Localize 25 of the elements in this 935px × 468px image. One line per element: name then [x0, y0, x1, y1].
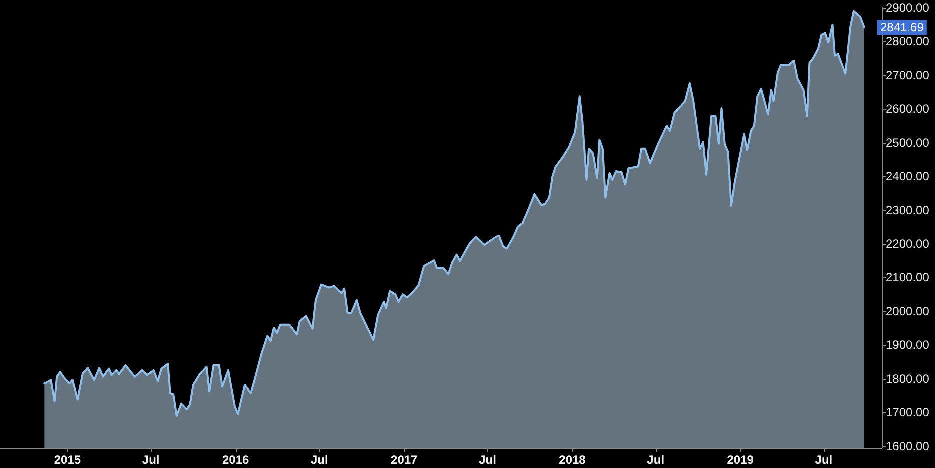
y-tick-label: 2800.00 [886, 34, 930, 49]
x-tick-label: Jul [310, 453, 328, 467]
x-tick-label: 2019 [727, 453, 754, 467]
x-tick-label: Jul [142, 453, 160, 467]
y-tick-label: 2100.00 [886, 270, 930, 285]
y-tick-label: 1700.00 [886, 406, 930, 420]
x-tick-label: 2018 [559, 453, 586, 467]
y-tick-label: 2900.00 [886, 1, 930, 15]
y-tick-label: 2000.00 [886, 304, 930, 318]
y-tick-label: 2700.00 [886, 68, 930, 82]
x-tick-label: 2017 [391, 453, 418, 467]
x-tick-label: Jul [479, 453, 496, 467]
y-tick-label: 1800.00 [886, 372, 930, 386]
y-tick-label: 1900.00 [886, 338, 930, 352]
x-tick-label: 2016 [222, 453, 250, 467]
x-tick-label: Jul [815, 453, 833, 467]
y-tick-label: 2300.00 [886, 203, 930, 218]
y-tick-label: 2200.00 [886, 237, 930, 252]
y-tick-label: 2500.00 [886, 136, 930, 150]
y-tick-label: 2400.00 [886, 170, 930, 184]
y-tick-label: 2600.00 [886, 102, 930, 116]
annotation: 2841.69 [880, 20, 924, 35]
x-tick-label: 2015 [54, 453, 82, 467]
x-tick-label: Jul [647, 453, 665, 467]
y-tick-label: 1600.00 [886, 439, 930, 454]
